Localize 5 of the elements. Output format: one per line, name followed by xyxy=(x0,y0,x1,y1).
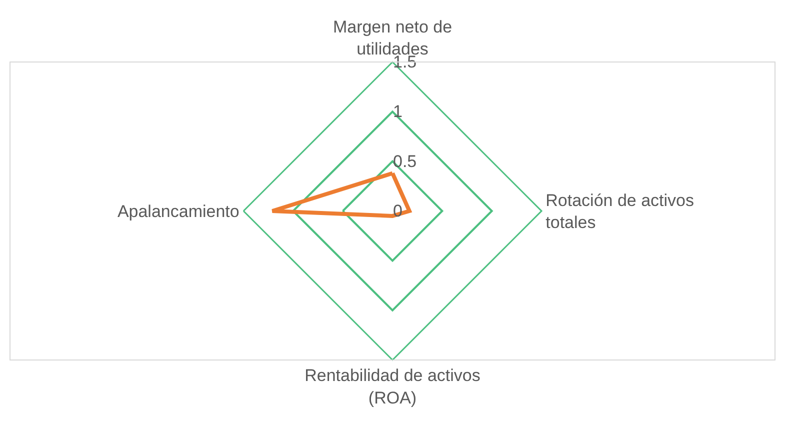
y-tick-label: 1 xyxy=(393,102,402,122)
spoke-label: Rentabilidad de activos (ROA) xyxy=(304,366,480,408)
spoke-label: Rotación de activos totales xyxy=(546,190,694,232)
y-tick-label: 0.5 xyxy=(393,152,417,171)
spoke-label: Apalancamiento xyxy=(117,202,240,221)
